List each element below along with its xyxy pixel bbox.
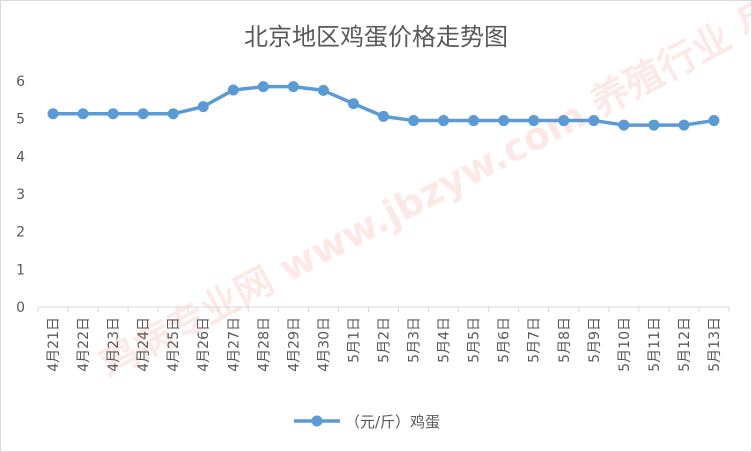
x-tick-label: 5月1日	[346, 317, 362, 363]
y-tick-label: 2	[16, 225, 25, 241]
x-tick-label: 4月22日	[76, 317, 92, 372]
data-point	[708, 115, 720, 127]
data-point	[618, 119, 630, 131]
data-point	[438, 115, 450, 127]
legend-marker-icon	[311, 415, 323, 427]
legend-label: （元/斤）鸡蛋	[345, 413, 440, 431]
x-tick-label: 4月25日	[166, 317, 182, 372]
x-tick-label: 4月28日	[256, 317, 272, 372]
x-tick-label: 5月12日	[677, 317, 693, 372]
axes: 0 1 2 3 4 5 6 4月21日 4月22日 4月23日 4月24日 4月25日 4月26日 4月2…	[16, 74, 730, 372]
data-point	[347, 98, 359, 110]
y-tick-label: 6	[16, 74, 25, 90]
x-tick-label: 4月26日	[196, 317, 212, 372]
data-point	[317, 84, 329, 96]
data-point	[227, 84, 239, 96]
data-point	[528, 115, 540, 127]
x-tick-label: 5月11日	[647, 317, 663, 372]
chart-title: 北京地区鸡蛋价格走势图	[244, 23, 508, 51]
x-tick-label: 4月27日	[226, 317, 242, 372]
x-tick-label: 5月3日	[407, 317, 423, 363]
data-point	[77, 108, 89, 120]
x-tick-label: 4月30日	[316, 317, 332, 372]
legend: （元/斤）鸡蛋	[294, 413, 440, 431]
data-point	[678, 119, 690, 131]
data-point	[107, 108, 119, 120]
data-point	[468, 115, 480, 127]
x-tick-label: 5月9日	[587, 317, 603, 363]
data-point	[257, 81, 269, 93]
y-tick-label: 1	[16, 262, 25, 278]
data-point	[167, 108, 179, 120]
x-tick-label: 5月7日	[527, 317, 543, 363]
data-point	[378, 110, 389, 122]
data-point	[197, 101, 209, 113]
data-point	[498, 115, 510, 127]
data-point	[408, 115, 420, 127]
y-tick-label: 3	[16, 187, 25, 203]
data-point	[47, 108, 59, 120]
x-tick-label: 5月8日	[557, 317, 573, 363]
data-point	[287, 81, 299, 93]
x-tick-label: 4月24日	[136, 317, 152, 372]
y-tick-label: 0	[16, 300, 25, 316]
x-tick-label: 4月23日	[106, 317, 122, 372]
x-tick-label: 5月10日	[617, 317, 633, 372]
x-tick-label: 5月6日	[497, 317, 513, 363]
x-tick-label: 5月5日	[467, 317, 483, 363]
series	[47, 81, 720, 131]
data-point	[588, 115, 600, 127]
data-point	[137, 108, 149, 120]
data-point	[648, 119, 660, 131]
x-tick-label: 4月29日	[286, 317, 302, 372]
y-tick-label: 5	[16, 112, 25, 128]
x-tick-label: 4月21日	[46, 317, 62, 372]
x-tick-label: 5月4日	[437, 317, 453, 363]
x-tick-label: 5月2日	[377, 317, 393, 363]
y-tick-label: 4	[16, 149, 25, 165]
x-tick-label: 5月13日	[707, 317, 723, 372]
data-point	[558, 115, 570, 127]
